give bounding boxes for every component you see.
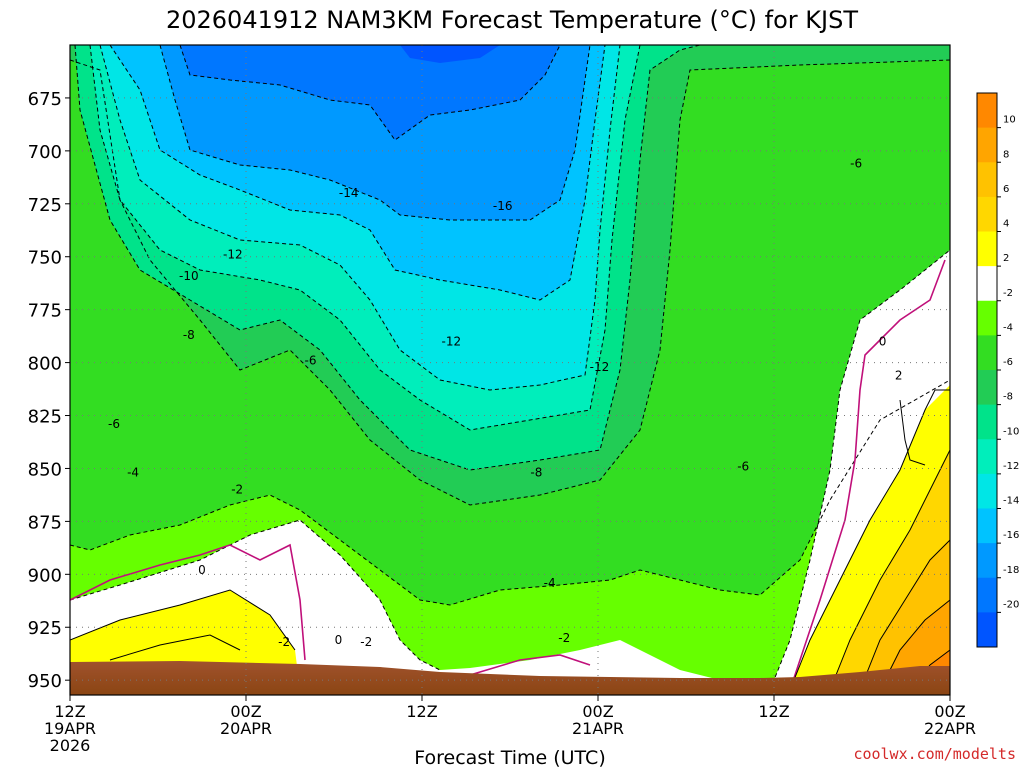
colorbar-swatch [977, 231, 997, 267]
colorbar-tick-label: -8 [1003, 392, 1013, 403]
subzero-contours [70, 45, 950, 691]
contour-label: 0 [198, 563, 206, 577]
colorbar-tick-label: -10 [1003, 426, 1019, 437]
x-tick-label: 12Z [758, 702, 789, 721]
y-tick-label: 800 [28, 354, 62, 375]
contour-label: -6 [305, 353, 317, 367]
x-axis-label: Forecast Time (UTC) [414, 747, 605, 768]
colorbar-tick-label: 2 [1003, 253, 1009, 264]
colorbar-swatch [977, 508, 997, 544]
colorbar-tick-label: -14 [1003, 496, 1019, 507]
x-tick-label: 00Z [934, 702, 965, 721]
contour-label: 0 [879, 334, 887, 348]
contour-label: 0 [335, 633, 343, 647]
y-tick-label: 825 [28, 407, 62, 428]
colorbar-swatch [977, 404, 997, 440]
colorbar-tick-label: 4 [1003, 219, 1009, 230]
chart-title: 2026041912 NAM3KM Forecast Temperature (… [166, 6, 858, 34]
colorbar-swatch [977, 577, 997, 613]
band-below-minus20 [400, 45, 500, 63]
colorbar-swatch [977, 266, 997, 302]
contour-label: -6 [108, 417, 120, 431]
x-tick-label: 19APR [44, 719, 96, 738]
colorbar-swatch [977, 473, 997, 509]
x-tick-label: 00Z [582, 702, 613, 721]
colorbar-tick-label: -2 [1003, 288, 1013, 299]
colorbar-tick-label: 10 [1003, 115, 1016, 126]
contour-label: -12 [590, 360, 610, 374]
y-tick-label: 875 [28, 512, 62, 533]
contour-label: -6 [850, 157, 862, 171]
colorbar-tick-label: -6 [1003, 357, 1013, 368]
contour-label: -8 [530, 466, 542, 480]
grid [70, 45, 950, 695]
colorbar-tick-label: -16 [1003, 530, 1019, 541]
colorbar-swatch [977, 612, 997, 648]
contour-labels: -14 -16 -12 -10 -12 -8 -6 -12 -6 -4 -2 -8 -6 -6 0 -2 0 -2… [108, 157, 903, 650]
colorbar-swatch [977, 300, 997, 336]
colorbar-tick-label: 8 [1003, 149, 1009, 160]
colorbar-swatch [977, 127, 997, 163]
colorbar-swatch [977, 439, 997, 475]
y-tick-label: 675 [28, 89, 62, 110]
contour-label: -2 [278, 635, 290, 649]
x-tick-label: 22APR [924, 719, 976, 738]
temperature-field [70, 45, 950, 695]
contour-label: -10 [179, 269, 199, 283]
contour-label: -2 [360, 635, 372, 649]
band-minus18-minus20 [180, 45, 560, 140]
contour-label: -4 [544, 576, 556, 590]
y-tick-label: 900 [28, 565, 62, 586]
x-tick-label: 2026 [50, 736, 91, 755]
colorbar: 10 8 6 4 2 -2 -4 -6 -8 -10 -12 -14 -16 -18 -20 [976, 92, 1019, 648]
terrain [70, 661, 950, 695]
y-tick-label: 775 [28, 301, 62, 322]
y-axis: 675 700 725 750 775 800 825 850 875 900 925 950 [28, 89, 70, 692]
contour-label: 2 [895, 368, 903, 382]
colorbar-tick-label: -12 [1003, 461, 1019, 472]
colorbar-tick-label: 6 [1003, 184, 1009, 195]
colorbar-tick-label: -4 [1003, 322, 1013, 333]
x-tick-label: 20APR [220, 719, 272, 738]
contour-label: -2 [558, 631, 570, 645]
colorbar-swatch [977, 335, 997, 371]
colorbar-tick-label: -18 [1003, 565, 1019, 576]
plot-frame [69, 44, 951, 696]
colorbar-swatch [977, 543, 997, 579]
contour-label: -12 [223, 248, 243, 262]
contour-label: -8 [183, 328, 195, 342]
x-tick-label: 21APR [572, 719, 624, 738]
y-tick-label: 850 [28, 459, 62, 480]
x-tick-label: 00Z [230, 702, 261, 721]
contour-label: -16 [493, 199, 513, 213]
colorbar-tick-label: -20 [1003, 599, 1019, 610]
x-tick-label: 12Z [406, 702, 437, 721]
contour-label: -4 [127, 466, 139, 480]
colorbar-swatch [977, 196, 997, 232]
y-tick-label: 925 [28, 618, 62, 639]
y-tick-label: 750 [28, 248, 62, 269]
contour-label: -2 [231, 483, 243, 497]
contour-label: -14 [339, 186, 359, 200]
credit-text: coolwx.com/modelts [853, 745, 1016, 763]
zero-isotherm [70, 259, 946, 691]
contour-label: -6 [737, 459, 749, 473]
y-tick-label: 725 [28, 195, 62, 216]
y-tick-label: 700 [28, 142, 62, 163]
y-tick-label: 950 [28, 671, 62, 692]
colorbar-swatch [977, 370, 997, 406]
colorbar-swatch [977, 93, 997, 129]
x-tick-label: 12Z [54, 702, 85, 721]
colorbar-swatch [977, 162, 997, 198]
contour-label: -12 [442, 334, 462, 348]
